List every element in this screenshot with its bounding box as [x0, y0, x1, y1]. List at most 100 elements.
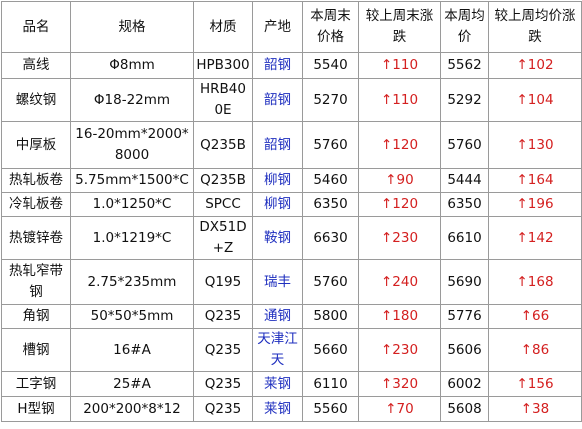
price-table: 品名 规格 材质 产地 本周末价格 较上周末涨跌 本周均价 较上周均价涨跌 高线 Φ8mm HPB…	[1, 1, 582, 422]
table-row: 热轧窄带钢 2.75*235mm Q195 瑞丰 5760 ↑240 5690 ↑168	[1, 259, 582, 305]
table-cell: HPB300	[193, 52, 253, 79]
table-cell: DX51D+Z	[193, 216, 253, 260]
table-cell: ↑230	[358, 328, 441, 372]
table-cell: SPCC	[193, 192, 253, 217]
table-cell: 50*50*5mm	[70, 304, 194, 329]
table-body: 高线 Φ8mm HPB300 韶钢 5540 ↑110 5562 ↑102 螺纹钢 Φ18-22m…	[1, 52, 582, 422]
table-cell: ↑142	[488, 216, 582, 260]
table-cell: 通钢	[252, 304, 303, 329]
table-cell: 热轧板卷	[1, 168, 71, 193]
table-row: H型钢 200*200*8*12 Q235 莱钢 5560 ↑70 5608 ↑38	[1, 396, 582, 422]
table-cell: 5608	[440, 396, 489, 422]
table-cell: ↑230	[358, 216, 441, 260]
table-cell: 5606	[440, 328, 489, 372]
table-cell: 5660	[302, 328, 359, 372]
table-cell: 莱钢	[252, 371, 303, 397]
table-cell: ↑70	[358, 396, 441, 422]
header-cell: 产地	[252, 1, 303, 53]
table-cell: 5540	[302, 52, 359, 79]
header-cell: 规格	[70, 1, 194, 53]
table-cell: ↑168	[488, 259, 582, 305]
table-cell: 5444	[440, 168, 489, 193]
table-cell: 1.0*1250*C	[70, 192, 194, 217]
table-cell: ↑38	[488, 396, 582, 422]
header-cell: 本周均价	[440, 1, 489, 53]
table-cell: 柳钢	[252, 168, 303, 193]
table-cell: 鞍钢	[252, 216, 303, 260]
table-cell: H型钢	[1, 396, 71, 422]
table-cell: 韶钢	[252, 52, 303, 79]
table-cell: 5460	[302, 168, 359, 193]
table-cell: 莱钢	[252, 396, 303, 422]
table-cell: 工字钢	[1, 371, 71, 397]
table-row: 角钢 50*50*5mm Q235 通钢 5800 ↑180 5776 ↑66	[1, 304, 582, 329]
table-cell: Q235	[193, 371, 253, 397]
table-cell: 1.0*1219*C	[70, 216, 194, 260]
table-cell: 5292	[440, 78, 489, 122]
table-cell: Φ18-22mm	[70, 78, 194, 122]
table-cell: Q235B	[193, 121, 253, 169]
table-cell: 槽钢	[1, 328, 71, 372]
table-cell: ↑120	[358, 192, 441, 217]
table-row: 热镀锌卷 1.0*1219*C DX51D+Z 鞍钢 6630 ↑230 6610 ↑142	[1, 216, 582, 260]
table-cell: 16-20mm*2000*8000	[70, 121, 194, 169]
table-cell: ↑320	[358, 371, 441, 397]
table-cell: 5270	[302, 78, 359, 122]
table-cell: 5690	[440, 259, 489, 305]
table-cell: ↑66	[488, 304, 582, 329]
table-cell: HRB400E	[193, 78, 253, 122]
table-row: 高线 Φ8mm HPB300 韶钢 5540 ↑110 5562 ↑102	[1, 52, 582, 79]
table-cell: 5562	[440, 52, 489, 79]
table-cell: ↑164	[488, 168, 582, 193]
table-cell: 25#A	[70, 371, 194, 397]
table-cell: Q235	[193, 304, 253, 329]
table-cell: ↑180	[358, 304, 441, 329]
table-row: 冷轧板卷 1.0*1250*C SPCC 柳钢 6350 ↑120 6350 ↑196	[1, 192, 582, 217]
table-cell: 角钢	[1, 304, 71, 329]
table-cell: ↑102	[488, 52, 582, 79]
table-cell: 高线	[1, 52, 71, 79]
table-cell: 6630	[302, 216, 359, 260]
table-cell: 5760	[440, 121, 489, 169]
table-cell: 韶钢	[252, 121, 303, 169]
table-cell: 韶钢	[252, 78, 303, 122]
table-cell: ↑104	[488, 78, 582, 122]
table-cell: Q195	[193, 259, 253, 305]
table-cell: 200*200*8*12	[70, 396, 194, 422]
table-row: 热轧板卷 5.75mm*1500*C Q235B 柳钢 5460 ↑90 5444 ↑164	[1, 168, 582, 193]
table-cell: Q235	[193, 328, 253, 372]
header-cell: 较上周均价涨跌	[488, 1, 582, 53]
table-cell: 热轧窄带钢	[1, 259, 71, 305]
table-cell: 6610	[440, 216, 489, 260]
table-row: 中厚板 16-20mm*2000*8000 Q235B 韶钢 5760 ↑120 5760 ↑…	[1, 121, 582, 169]
table-cell: Q235	[193, 396, 253, 422]
table-cell: 6002	[440, 371, 489, 397]
table-cell: ↑196	[488, 192, 582, 217]
header-row: 品名 规格 材质 产地 本周末价格 较上周末涨跌 本周均价 较上周均价涨跌	[1, 1, 582, 53]
table-cell: ↑120	[358, 121, 441, 169]
table-cell: ↑90	[358, 168, 441, 193]
table-cell: 5760	[302, 259, 359, 305]
table-cell: ↑110	[358, 52, 441, 79]
table-cell: 热镀锌卷	[1, 216, 71, 260]
table-cell: Φ8mm	[70, 52, 194, 79]
table-cell: ↑86	[488, 328, 582, 372]
table-cell: 冷轧板卷	[1, 192, 71, 217]
table-cell: ↑110	[358, 78, 441, 122]
table-cell: ↑130	[488, 121, 582, 169]
header-cell: 材质	[193, 1, 253, 53]
table-cell: 5760	[302, 121, 359, 169]
table-cell: 6350	[302, 192, 359, 217]
table-cell: 中厚板	[1, 121, 71, 169]
header-cell: 本周末价格	[302, 1, 359, 53]
header-cell: 较上周末涨跌	[358, 1, 441, 53]
table-cell: 瑞丰	[252, 259, 303, 305]
table-cell: 6110	[302, 371, 359, 397]
table-cell: 6350	[440, 192, 489, 217]
table-cell: ↑156	[488, 371, 582, 397]
table-cell: 天津江天	[252, 328, 303, 372]
table-cell: 5800	[302, 304, 359, 329]
table-row: 槽钢 16#A Q235 天津江天 5660 ↑230 5606 ↑86	[1, 328, 582, 372]
table-row: 工字钢 25#A Q235 莱钢 6110 ↑320 6002 ↑156	[1, 371, 582, 397]
